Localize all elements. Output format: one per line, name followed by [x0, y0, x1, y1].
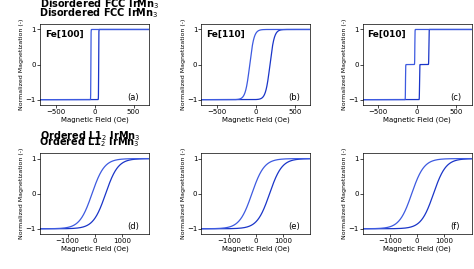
X-axis label: Magnetic Field (Oe): Magnetic Field (Oe): [383, 246, 451, 252]
Text: (b): (b): [289, 93, 301, 102]
X-axis label: Magnetic Field (Oe): Magnetic Field (Oe): [61, 116, 128, 123]
Text: Fe[110]: Fe[110]: [206, 30, 245, 39]
Text: Ordered L1$_2$ IrMn$_3$: Ordered L1$_2$ IrMn$_3$: [39, 135, 140, 149]
X-axis label: Magnetic Field (Oe): Magnetic Field (Oe): [222, 116, 290, 123]
Text: (c): (c): [450, 93, 461, 102]
Y-axis label: Normalized Magnetization (-): Normalized Magnetization (-): [181, 148, 185, 239]
Text: (f): (f): [450, 222, 459, 231]
X-axis label: Magnetic Field (Oe): Magnetic Field (Oe): [61, 246, 128, 252]
Text: Ordered L1$_2$ IrMn$_3$: Ordered L1$_2$ IrMn$_3$: [40, 129, 141, 143]
X-axis label: Magnetic Field (Oe): Magnetic Field (Oe): [383, 116, 451, 123]
Y-axis label: Normalized Magnetization (-): Normalized Magnetization (-): [19, 148, 24, 239]
Y-axis label: Normalized Magnetization (-): Normalized Magnetization (-): [19, 19, 24, 110]
X-axis label: Magnetic Field (Oe): Magnetic Field (Oe): [222, 246, 290, 252]
Text: (e): (e): [289, 222, 301, 231]
Y-axis label: Normalized Magnetization (-): Normalized Magnetization (-): [342, 19, 347, 110]
Y-axis label: Normalized Magnetization (-): Normalized Magnetization (-): [181, 19, 185, 110]
Text: (d): (d): [128, 222, 139, 231]
Y-axis label: Normalized Magnetization (-): Normalized Magnetization (-): [342, 148, 347, 239]
Text: Disordered FCC IrMn$_3$: Disordered FCC IrMn$_3$: [40, 0, 160, 11]
Text: (a): (a): [128, 93, 139, 102]
Text: Fe[100]: Fe[100]: [45, 30, 83, 39]
Text: Fe[010]: Fe[010]: [367, 30, 406, 39]
Text: Disordered FCC IrMn$_3$: Disordered FCC IrMn$_3$: [39, 6, 159, 20]
